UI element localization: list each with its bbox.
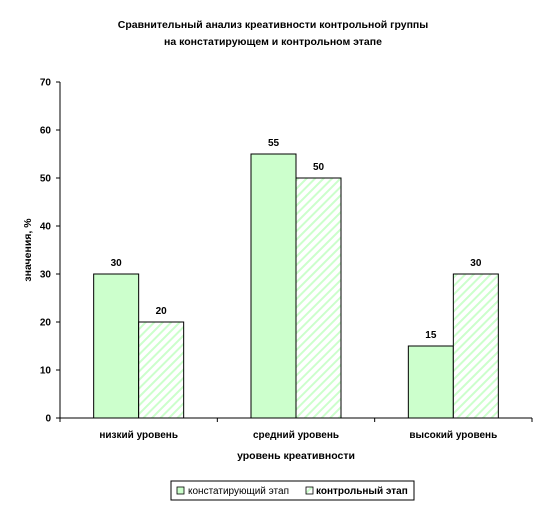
y-tick-label: 20 [40,318,52,329]
data-label: 30 [111,258,123,269]
bar-series-2 [295,177,342,419]
data-label: 50 [313,162,325,173]
data-label: 30 [470,258,482,269]
x-tick-label: высокий уровень [409,430,497,441]
x-axis-title: уровень креативности [237,450,355,462]
y-axis-title: значения, % [22,218,34,282]
y-tick-label: 10 [40,366,52,377]
y-tick-label: 30 [40,270,52,281]
x-tick-label: средний уровень [253,430,339,441]
legend-swatch-1 [176,486,185,495]
data-label: 15 [425,330,437,341]
x-tick-label: низкий уровень [99,430,178,441]
legend-label-2: контрольный этап [316,486,408,497]
bar-series-2 [138,321,185,419]
y-axis: 0 10 20 30 40 50 60 70 [40,78,61,425]
y-tick-label: 0 [45,414,51,425]
y-tick-label: 40 [40,222,52,233]
bar-series-1 [93,273,140,419]
x-axis: низкий уровень средний уровень высокий уро… [59,417,533,441]
bar-series-1 [407,345,454,419]
legend-box [170,480,415,501]
y-tick-label: 70 [40,78,52,89]
bars: 30 20 55 50 15 30 [93,138,499,419]
chart-title-line-2: на констатирующем и контрольном этапе [164,36,382,48]
legend-swatch-2 [305,486,314,495]
y-tick-label: 60 [40,126,52,137]
bar-series-1 [250,153,297,419]
legend-label-1: констатирующий этап [188,486,289,497]
data-label: 55 [268,138,280,149]
legend: констатирующий этап контрольный этап [170,480,415,501]
data-label: 20 [156,306,168,317]
chart-title-line-1: Сравнительный анализ креативности контро… [118,19,429,31]
y-tick-label: 50 [40,174,52,185]
bar-series-2 [452,273,499,419]
